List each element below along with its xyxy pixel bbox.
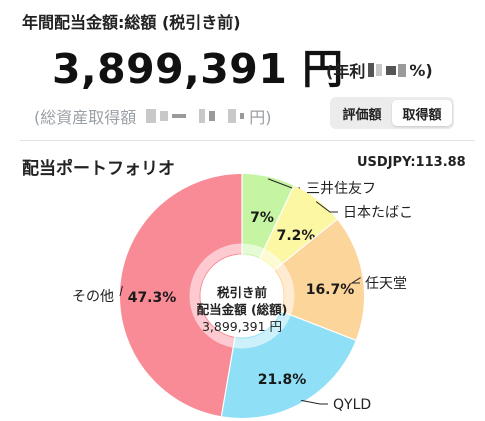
- donut-inner-halo: [189, 243, 295, 349]
- slice-percent-label-3: 16.7%: [306, 282, 355, 298]
- center-line-label: 配当金額 (総額): [196, 302, 288, 317]
- masked-yield-value: [367, 63, 407, 77]
- header-title: 年間配当金額:総額 (税引き前): [22, 13, 241, 32]
- leader-line-3: [350, 277, 361, 284]
- toggle-valuation-button[interactable]: 評価額: [342, 107, 382, 123]
- center-line-amount: 3,899,391 円: [201, 319, 283, 334]
- total-asset-cost: (総資産取得額 円): [34, 104, 272, 128]
- slice-category-label-2: 日本たばこ: [343, 205, 413, 221]
- slice-separator: [280, 310, 356, 341]
- slice-separator: [273, 218, 338, 271]
- donut-slice-3[interactable]: [274, 219, 364, 341]
- donut-slice-5[interactable]: [120, 174, 242, 417]
- annual-yield: (年利 %): [326, 58, 433, 82]
- total-dividend-amount: 3,899,391 円: [52, 45, 344, 93]
- fx-rate: USDJPY:113.88: [357, 155, 466, 170]
- slice-separator: [220, 336, 236, 417]
- cost-prefix: (総資産取得額: [34, 108, 137, 127]
- masked-cost-value: [140, 109, 245, 123]
- slice-category-label-3: 任天堂: [365, 276, 407, 292]
- slice-percent-label-1: 7%: [250, 210, 274, 226]
- slice-separator: [259, 185, 295, 259]
- slice-percent-label-5: 47.3%: [128, 290, 177, 306]
- leader-line-4: [301, 399, 328, 405]
- leader-line-2: [315, 201, 338, 213]
- slice-category-label-4: QYLD: [333, 397, 371, 413]
- center-line-pretax: 税引き前: [216, 285, 267, 300]
- donut-slice-1[interactable]: [242, 174, 294, 259]
- leader-line-5: [119, 285, 123, 297]
- cost-suffix: 円): [249, 108, 272, 127]
- donut-slice-2[interactable]: [259, 185, 337, 270]
- donut-center-label: 税引き前 配当金額 (総額) 3,899,391 円: [184, 284, 300, 335]
- yield-suffix: %): [409, 60, 433, 80]
- slice-percent-label-4: 21.8%: [258, 372, 307, 388]
- slice-category-label-5: その他: [72, 289, 114, 305]
- section-divider: [20, 140, 475, 141]
- yield-prefix: (年利: [326, 62, 366, 81]
- slice-percent-label-2: 7.2%: [277, 228, 316, 244]
- donut-hole: [200, 254, 284, 338]
- valuation-toggle[interactable]: 評価額 取得額: [330, 97, 454, 129]
- portfolio-title: 配当ポートフォリオ: [22, 159, 175, 179]
- slice-category-label-1: 三井住友フ: [306, 181, 376, 197]
- toggle-cost-button[interactable]: 取得額: [392, 100, 452, 126]
